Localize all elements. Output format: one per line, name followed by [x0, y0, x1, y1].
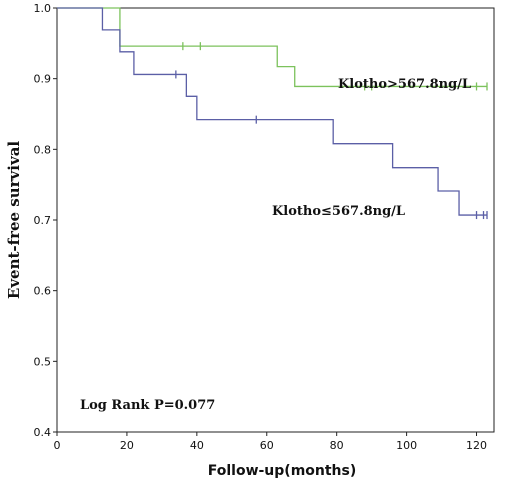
y-tick-label: 0.9	[34, 73, 52, 86]
y-tick-label: 1.0	[34, 2, 52, 15]
y-tick-label: 0.7	[34, 214, 52, 227]
survival-curves	[57, 7, 488, 216]
y-tick-label: 0.6	[34, 285, 52, 298]
y-tick-label: 0.5	[34, 355, 52, 368]
x-tick-label: 0	[54, 439, 61, 452]
x-tick-label: 80	[330, 439, 344, 452]
x-tick-label: 60	[260, 439, 274, 452]
x-tick-label: 40	[190, 439, 204, 452]
log-rank-annotation: Log Rank P=0.077	[80, 398, 215, 413]
y-tick-label: 0.8	[34, 143, 52, 156]
series-label-high: Klotho>567.8ng/L	[338, 77, 471, 92]
x-tick-label: 20	[120, 439, 134, 452]
series-label-low: Klotho≤567.8ng/L	[272, 204, 405, 219]
x-tick-label: 120	[466, 439, 487, 452]
y-axis-title: Event-free survival	[5, 141, 23, 300]
x-tick-label: 100	[396, 439, 417, 452]
survival-curve-low	[57, 7, 488, 216]
y-axis: 0.4 0.5 0.6 0.7 0.8 0.9 1.0	[34, 2, 57, 439]
x-axis: 0 20 40 60 80 100 120	[54, 432, 487, 452]
survival-curve-high	[57, 7, 488, 88]
plot-area	[56, 7, 495, 433]
x-axis-title: Follow-up(months)	[208, 463, 357, 479]
censor-marks	[175, 42, 488, 220]
y-tick-label: 0.4	[34, 426, 52, 439]
